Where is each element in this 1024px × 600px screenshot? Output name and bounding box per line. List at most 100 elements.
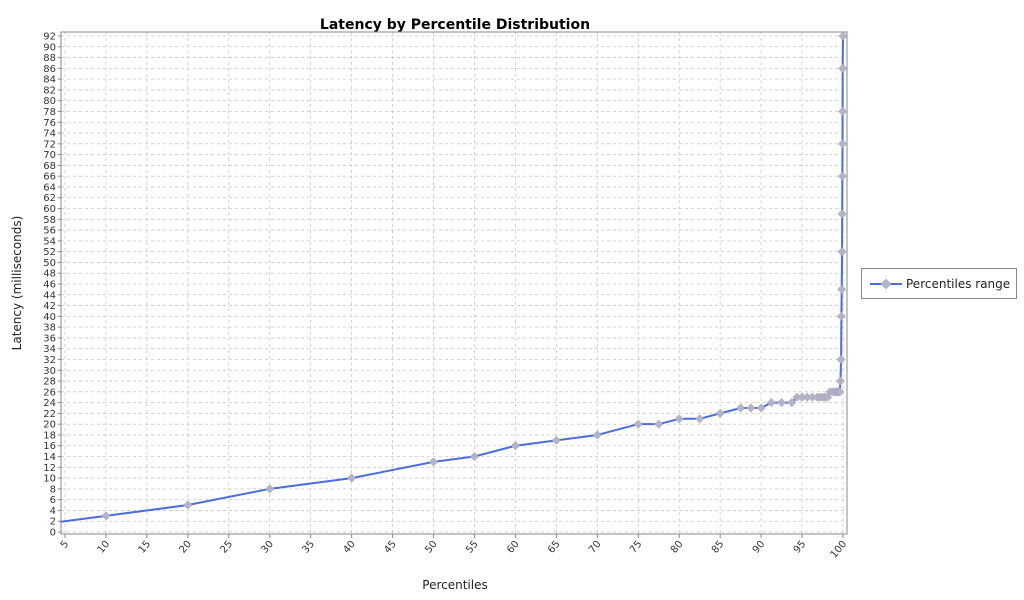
y-tick-label: 62 — [43, 193, 56, 204]
data-point-marker — [835, 387, 845, 397]
grid-lines — [61, 32, 847, 534]
data-point-marker — [695, 414, 705, 424]
series-percentiles-range — [61, 31, 848, 523]
x-tick-label: 30 — [259, 539, 276, 556]
y-tick-label: 46 — [43, 280, 56, 291]
y-tick-label: 10 — [43, 474, 56, 485]
y-tick-label: 18 — [43, 430, 56, 441]
y-tick-label: 2 — [50, 517, 56, 528]
x-tick-label: 65 — [546, 539, 563, 556]
y-axis-title: Latency (milliseconds) — [10, 216, 24, 351]
data-point-marker — [736, 403, 746, 413]
x-tick-label: 75 — [628, 539, 645, 556]
y-tick-label: 60 — [43, 204, 56, 215]
y-tick-label: 48 — [43, 269, 56, 280]
data-point-marker — [837, 139, 848, 149]
data-point-marker — [837, 171, 847, 181]
data-point-marker — [777, 398, 787, 408]
data-point-marker — [633, 419, 643, 429]
legend-series-label: Percentiles range — [906, 276, 1011, 291]
data-point-marker — [592, 430, 602, 440]
y-tick-label: 28 — [43, 377, 56, 388]
data-point-marker — [836, 311, 846, 321]
y-tick-label: 32 — [43, 355, 56, 366]
y-tick-label: 16 — [43, 441, 56, 452]
x-tick-label: 25 — [218, 539, 235, 556]
legend: Percentiles range — [861, 268, 1017, 299]
y-tick-label: 76 — [43, 118, 56, 129]
y-tick-label: 44 — [43, 290, 56, 301]
y-tick-label: 72 — [43, 139, 56, 150]
y-tick-label: 58 — [43, 215, 56, 226]
y-axis: 0246810121416182022242628303234363840424… — [43, 32, 61, 539]
x-tick-label: 85 — [710, 539, 727, 556]
y-tick-label: 68 — [43, 161, 56, 172]
data-point-marker — [715, 408, 725, 418]
x-tick-label: 80 — [669, 539, 686, 556]
data-point-marker — [838, 31, 848, 41]
data-point-marker — [101, 511, 111, 521]
y-tick-label: 34 — [43, 344, 56, 355]
x-tick-label: 100 — [829, 539, 850, 561]
x-tick-label: 10 — [96, 539, 113, 556]
y-tick-label: 42 — [43, 301, 56, 312]
y-tick-label: 54 — [43, 236, 56, 247]
data-point-marker — [654, 419, 664, 429]
y-tick-label: 70 — [43, 150, 56, 161]
y-tick-label: 14 — [43, 452, 56, 463]
y-tick-label: 22 — [43, 409, 56, 420]
data-point-marker — [837, 209, 847, 219]
data-point-marker — [838, 63, 848, 73]
data-point-marker — [551, 435, 561, 445]
data-point-marker — [347, 473, 357, 483]
x-tick-label: 90 — [751, 539, 768, 556]
x-tick-label: 70 — [587, 539, 604, 556]
y-tick-label: 40 — [43, 312, 56, 323]
y-tick-label: 50 — [43, 258, 56, 269]
data-point-marker — [756, 403, 766, 413]
y-tick-label: 66 — [43, 172, 56, 183]
data-point-marker — [837, 284, 847, 294]
y-tick-label: 24 — [43, 398, 56, 409]
x-tick-label: 60 — [505, 539, 522, 556]
y-tick-label: 36 — [43, 333, 56, 344]
data-point-marker — [265, 484, 275, 494]
y-tick-label: 80 — [43, 96, 56, 107]
x-tick-label: 45 — [382, 539, 399, 556]
data-point-marker — [674, 414, 684, 424]
y-tick-label: 38 — [43, 323, 56, 334]
y-tick-label: 56 — [43, 226, 56, 237]
x-tick-label: 55 — [464, 539, 481, 556]
y-tick-label: 26 — [43, 387, 56, 398]
data-point-marker — [835, 376, 845, 386]
data-point-marker — [836, 354, 846, 365]
data-point-marker — [838, 106, 848, 117]
y-tick-label: 82 — [43, 85, 56, 96]
x-tick-label: 35 — [300, 539, 317, 556]
x-tick-label: 20 — [178, 539, 195, 556]
y-tick-label: 4 — [50, 506, 56, 517]
legend-series-marker-icon — [868, 274, 904, 294]
x-tick-label: 95 — [792, 539, 809, 556]
x-axis-title: Percentiles — [422, 578, 487, 592]
y-tick-label: 86 — [43, 64, 56, 75]
y-tick-label: 84 — [43, 75, 56, 86]
y-tick-label: 78 — [43, 107, 56, 118]
y-tick-label: 74 — [43, 129, 56, 140]
y-tick-label: 92 — [43, 32, 56, 43]
data-point-marker — [183, 500, 193, 510]
x-tick-label: 50 — [423, 539, 440, 556]
data-point-marker — [787, 398, 797, 408]
x-tick-label: 40 — [341, 539, 358, 556]
y-tick-label: 12 — [43, 463, 56, 474]
plot-area — [60, 31, 848, 535]
data-point-marker — [837, 247, 847, 257]
y-tick-label: 88 — [43, 53, 56, 64]
y-tick-label: 0 — [50, 528, 56, 539]
x-tick-label: 15 — [137, 539, 154, 556]
data-point-marker — [469, 451, 480, 462]
x-tick-label: 5 — [59, 539, 72, 551]
y-tick-label: 90 — [43, 42, 56, 53]
x-axis: 5 10 15 20 25 30 35 40 45 50 55 60 65 70 75 80 85 90 95 100 — [59, 534, 850, 561]
